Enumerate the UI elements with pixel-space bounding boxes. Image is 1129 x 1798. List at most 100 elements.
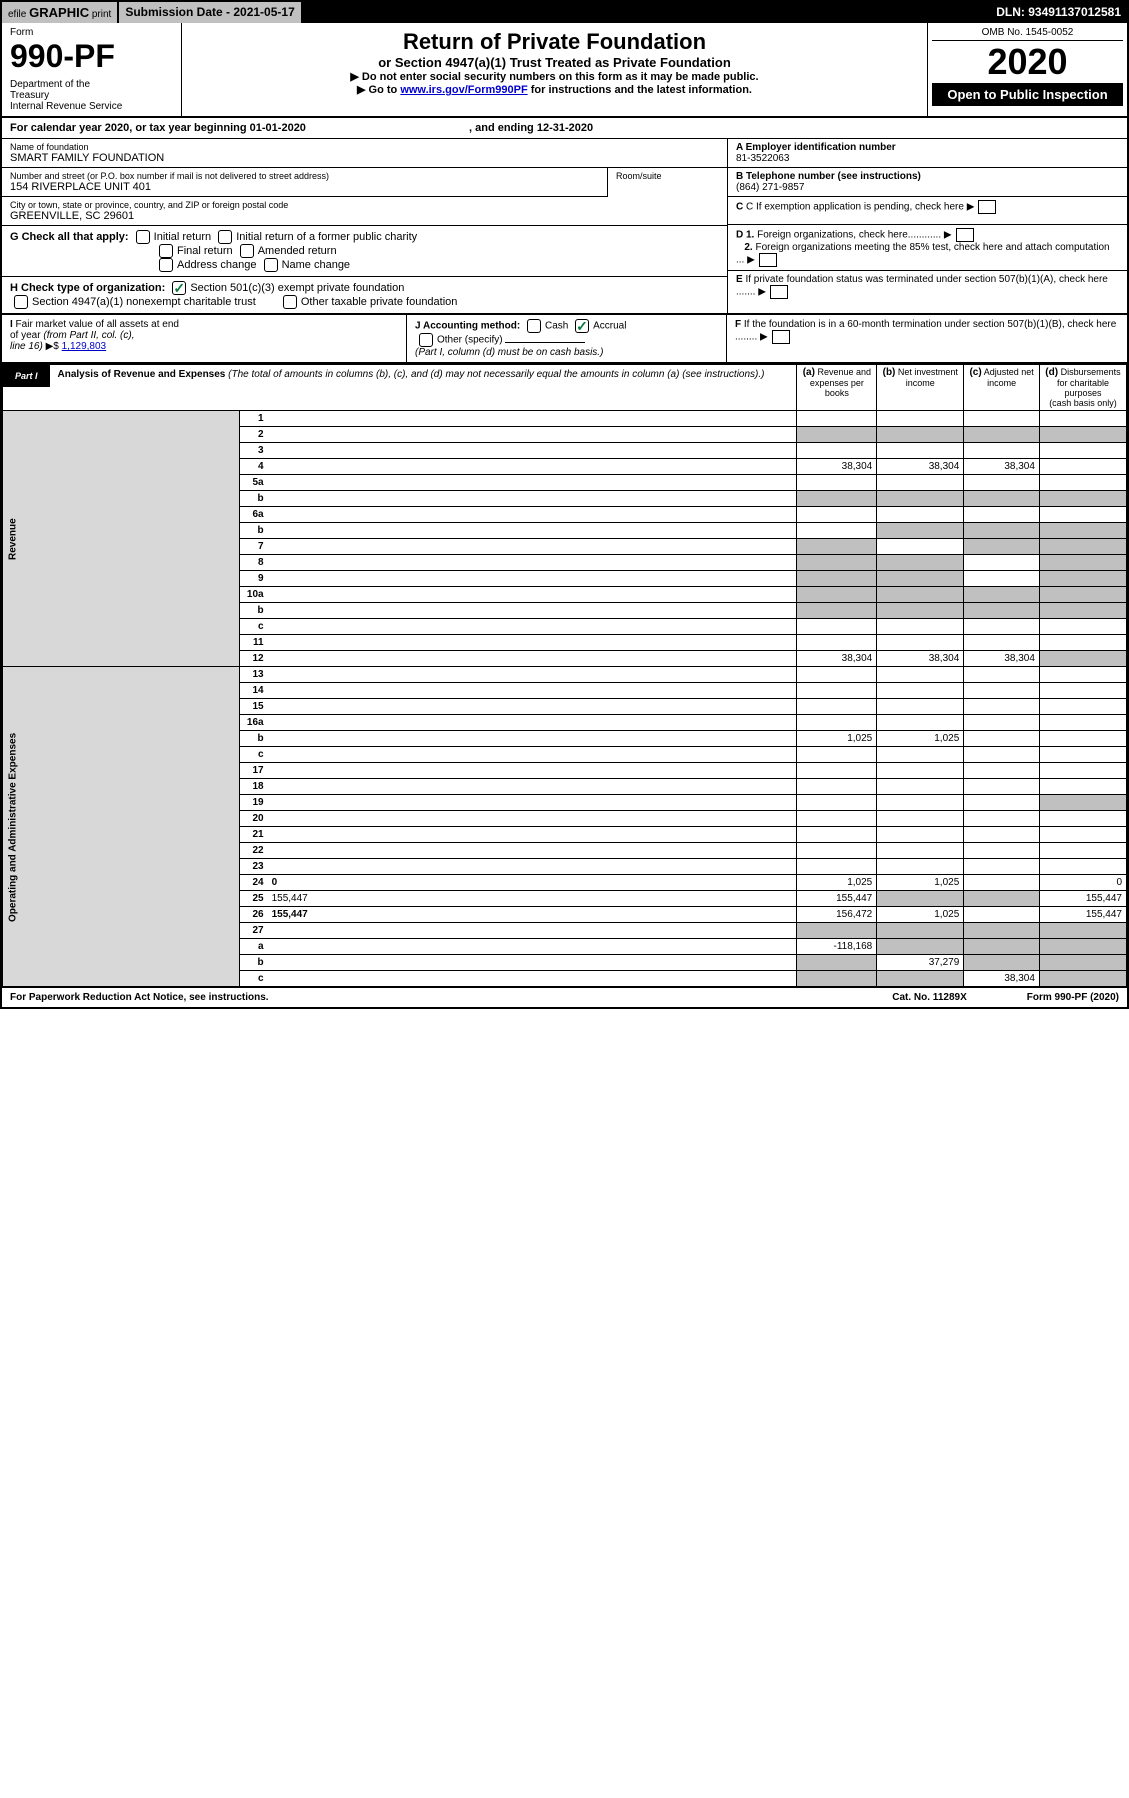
cell-c [964, 411, 1040, 427]
d2-check[interactable] [759, 253, 777, 267]
cell-d [1039, 763, 1126, 779]
amended-check[interactable] [240, 244, 254, 258]
revenue-label: Revenue [3, 411, 240, 667]
cell-d [1039, 811, 1126, 827]
section-d: D 1. Foreign organizations, check here..… [728, 225, 1127, 271]
cell-a [797, 699, 877, 715]
line-desc [268, 971, 797, 987]
cell-a [797, 587, 877, 603]
cell-b [877, 923, 964, 939]
cell-a: -118,168 [797, 939, 877, 955]
c-check[interactable] [978, 200, 996, 214]
line-number: 19 [240, 795, 268, 811]
line-number: b [240, 491, 268, 507]
cell-c [964, 587, 1040, 603]
cell-b [877, 539, 964, 555]
accrual-check[interactable] [575, 319, 589, 333]
4947-check[interactable] [14, 295, 28, 309]
cash-check[interactable] [527, 319, 541, 333]
cell-d [1039, 667, 1126, 683]
cell-a [797, 443, 877, 459]
line-desc [268, 955, 797, 971]
tax-year: 2020 [932, 41, 1123, 83]
line-desc [268, 795, 797, 811]
other-method-check[interactable] [419, 333, 433, 347]
cell-c [964, 427, 1040, 443]
initial-former-check[interactable] [218, 230, 232, 244]
cell-a [797, 427, 877, 443]
footer-mid: Cat. No. 11289X [892, 992, 966, 1003]
cell-b: 37,279 [877, 955, 964, 971]
line-number: 25 [240, 891, 268, 907]
cell-b [877, 587, 964, 603]
cell-b [877, 507, 964, 523]
identity-grid: Name of foundation SMART FAMILY FOUNDATI… [2, 139, 1127, 314]
cell-a: 1,025 [797, 731, 877, 747]
line-number: 26 [240, 907, 268, 923]
cell-b: 1,025 [877, 907, 964, 923]
501c3-check[interactable] [172, 281, 186, 295]
cell-b: 1,025 [877, 875, 964, 891]
line-desc [268, 763, 797, 779]
form-subtitle: or Section 4947(a)(1) Trust Treated as P… [188, 55, 921, 70]
d1-check[interactable] [956, 228, 974, 242]
line-desc [268, 923, 797, 939]
part1-desc: Analysis of Revenue and Expenses (The to… [50, 365, 797, 387]
other-taxable-check[interactable] [283, 295, 297, 309]
section-g: G Check all that apply: Initial return I… [2, 226, 727, 276]
col-b-header: (b) Net investmentincome [877, 365, 964, 411]
cell-b [877, 571, 964, 587]
line-number: 17 [240, 763, 268, 779]
line-desc [268, 747, 797, 763]
city-cell: City or town, state or province, country… [2, 197, 727, 226]
cell-d [1039, 603, 1126, 619]
cell-b [877, 827, 964, 843]
cell-b [877, 427, 964, 443]
irs-link[interactable]: www.irs.gov/Form990PF [400, 84, 527, 96]
form-number: 990-PF [10, 38, 173, 75]
cell-d [1039, 843, 1126, 859]
line-number: 24 [240, 875, 268, 891]
line-desc [268, 427, 797, 443]
cell-b: 1,025 [877, 731, 964, 747]
line-desc [268, 443, 797, 459]
cell-a [797, 923, 877, 939]
line-desc [268, 811, 797, 827]
cell-a: 156,472 [797, 907, 877, 923]
line-desc [268, 667, 797, 683]
name-change-check[interactable] [264, 258, 278, 272]
e-check[interactable] [770, 285, 788, 299]
cell-b [877, 683, 964, 699]
line-number: c [240, 619, 268, 635]
cell-d [1039, 651, 1126, 667]
line-desc [268, 651, 797, 667]
cell-b [877, 811, 964, 827]
cell-d [1039, 859, 1126, 875]
cell-d [1039, 475, 1126, 491]
cell-b [877, 603, 964, 619]
col-d-header: (d) Disbursementsfor charitablepurposes(… [1039, 365, 1126, 411]
line-desc [268, 699, 797, 715]
cell-a: 38,304 [797, 459, 877, 475]
cell-c [964, 827, 1040, 843]
cell-d [1039, 443, 1126, 459]
final-return-check[interactable] [159, 244, 173, 258]
cell-b [877, 667, 964, 683]
cell-d [1039, 459, 1126, 475]
address-change-check[interactable] [159, 258, 173, 272]
line-desc [268, 843, 797, 859]
cell-c [964, 875, 1040, 891]
cell-d [1039, 523, 1126, 539]
initial-return-check[interactable] [136, 230, 150, 244]
cell-b [877, 763, 964, 779]
header-center: Return of Private Foundation or Section … [182, 23, 927, 116]
line-number: 20 [240, 811, 268, 827]
cell-a [797, 683, 877, 699]
f-check[interactable] [772, 330, 790, 344]
cell-b [877, 619, 964, 635]
line-desc [268, 603, 797, 619]
cell-c [964, 699, 1040, 715]
footer-left: For Paperwork Reduction Act Notice, see … [10, 992, 269, 1003]
line-desc [268, 683, 797, 699]
header-right: OMB No. 1545-0052 2020 Open to Public In… [927, 23, 1127, 116]
